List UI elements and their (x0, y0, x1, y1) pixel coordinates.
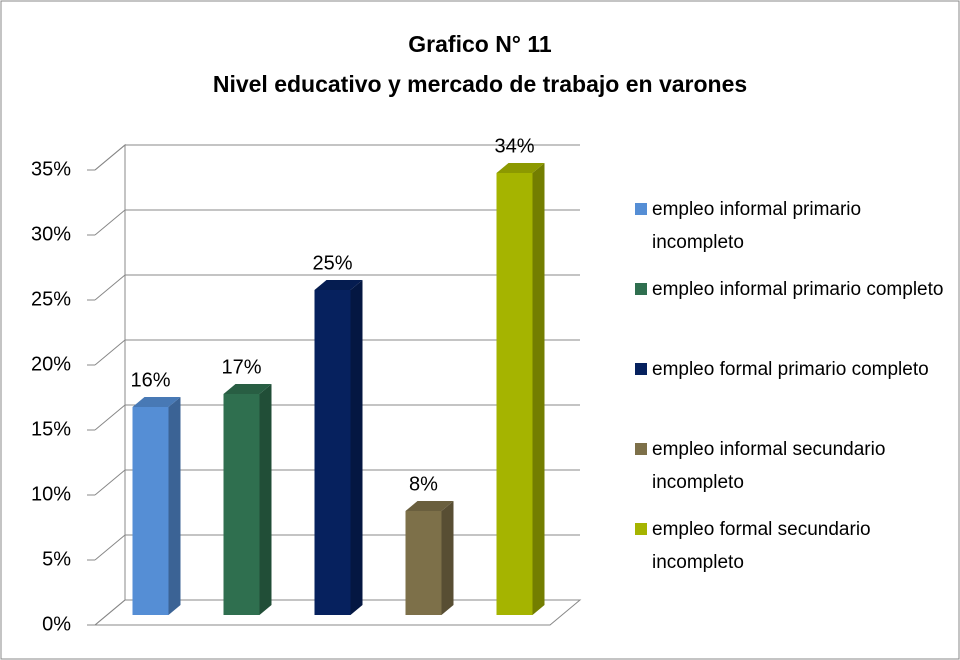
legend-label: empleo formal secundario incompleto (652, 519, 871, 573)
data-label: 16% (130, 369, 170, 391)
data-label: 8% (409, 473, 438, 495)
chart-title: Grafico N° 11 (408, 31, 552, 57)
bar-top (405, 501, 454, 511)
y-tick-label: 10% (31, 483, 71, 505)
y-tick-label: 35% (31, 158, 71, 180)
legend-swatch (635, 523, 647, 535)
bar-side (168, 397, 181, 615)
bar-side (350, 280, 363, 615)
legend-label: empleo informal primario completo (652, 279, 944, 300)
grid-line (94, 404, 580, 431)
y-tick-label: 5% (42, 548, 71, 570)
bar (132, 407, 169, 615)
legend-label: empleo informal primario incompleto (652, 199, 862, 253)
grid-line (94, 339, 580, 366)
bar-top (132, 397, 181, 407)
y-tick-label: 30% (31, 223, 71, 245)
data-label: 34% (494, 135, 534, 157)
chart-subtitle: Nivel educativo y mercado de trabajo en … (213, 71, 747, 97)
y-tick-label: 0% (42, 613, 71, 635)
legend-swatch (635, 443, 647, 455)
data-label: 25% (312, 252, 352, 274)
grid-line (94, 274, 580, 301)
data-label: 17% (221, 356, 261, 378)
bar (496, 173, 533, 615)
bar-side (441, 501, 454, 615)
y-tick-label: 20% (31, 353, 71, 375)
grid-line (94, 144, 580, 171)
bar (314, 290, 351, 615)
legend-label: empleo formal primario completo (652, 359, 929, 380)
bar-side (532, 163, 545, 615)
y-tick-label: 15% (31, 418, 71, 440)
bar-side (259, 384, 272, 615)
grid-line (94, 469, 580, 496)
legend-swatch (635, 203, 647, 215)
bar-top (496, 163, 545, 173)
legend-label: empleo informal secundario incompleto (652, 439, 886, 493)
bar-top (223, 384, 272, 394)
legend-swatch (635, 283, 647, 295)
legend-swatch (635, 363, 647, 375)
bar-top (314, 280, 363, 290)
grid-line (94, 599, 582, 626)
y-tick-label: 25% (31, 288, 71, 310)
bar (223, 394, 260, 615)
grid-line (94, 209, 580, 236)
bar (405, 511, 442, 615)
